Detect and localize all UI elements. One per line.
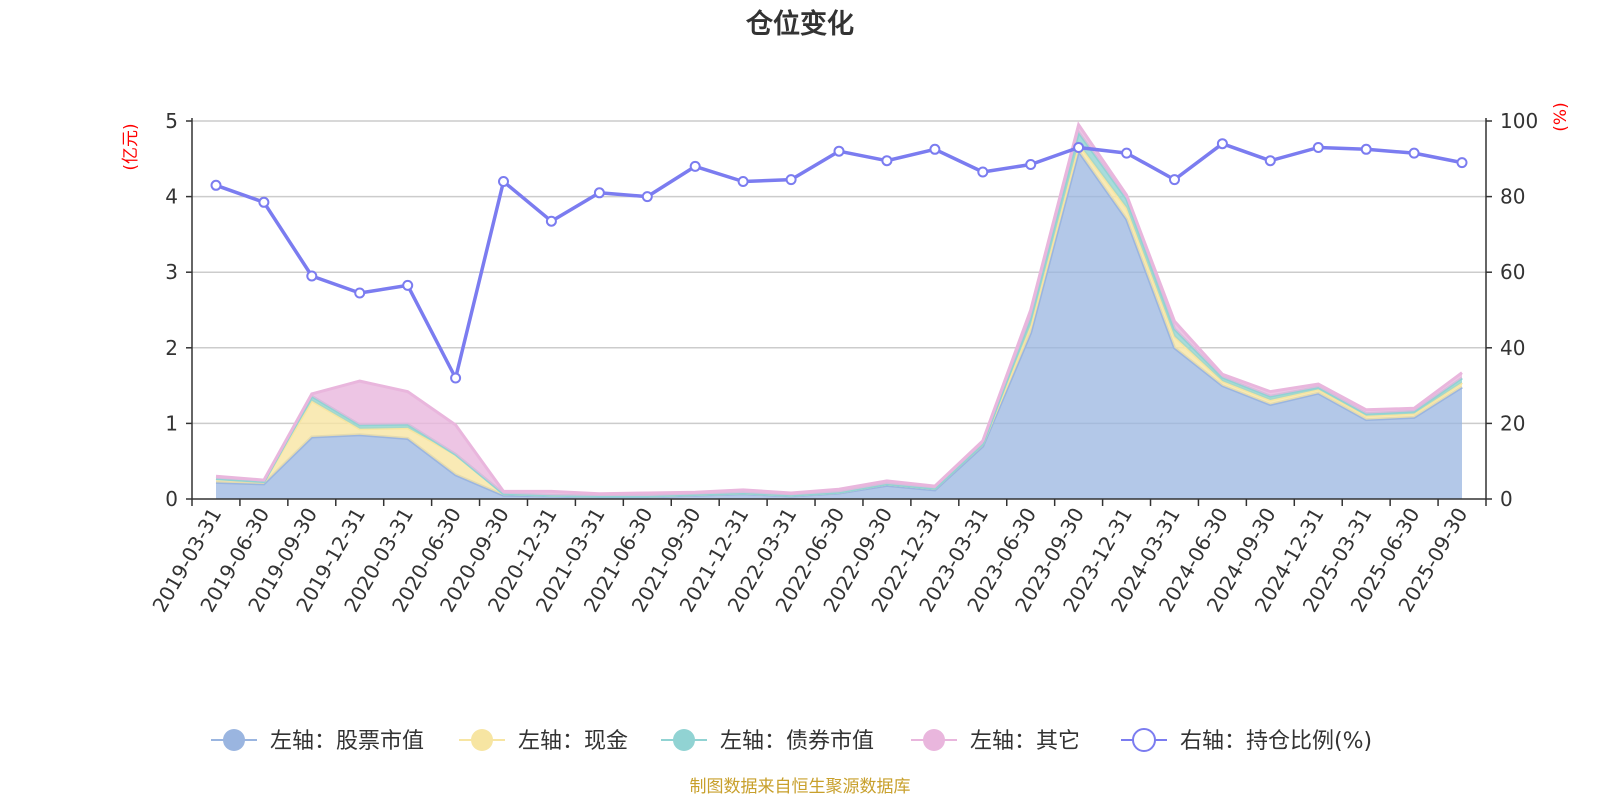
legend-swatch-cash — [471, 729, 493, 751]
legend-swatch-bond — [673, 729, 695, 751]
ratio-point — [258, 196, 270, 208]
legend-swatch-ratio — [1132, 728, 1156, 752]
legend-item-cash[interactable]: 左轴：现金 — [459, 729, 628, 754]
chart-title: 仓位变化 — [745, 8, 854, 40]
left-tick-label: 2 — [165, 336, 178, 360]
legend-item-stock[interactable]: 左轴：股票市值 — [211, 729, 424, 754]
area-0 — [216, 151, 1462, 499]
ratio-point — [881, 155, 893, 167]
ratio-point — [1025, 159, 1037, 170]
ratio-point — [1312, 142, 1324, 153]
left-tick-label: 5 — [165, 109, 178, 133]
left-axis-unit: (亿元) — [121, 123, 141, 170]
right-tick-label: 0 — [1500, 487, 1513, 511]
right-tick-label: 20 — [1500, 411, 1525, 435]
right-tick-label: 40 — [1500, 336, 1525, 360]
ratio-point — [593, 187, 605, 199]
left-tick-label: 4 — [165, 185, 178, 209]
ratio-point — [306, 270, 318, 282]
ratio-point — [641, 191, 653, 203]
ratio-line-path — [215, 141, 1463, 380]
left-tick-label: 1 — [165, 411, 178, 435]
ratio-point — [450, 372, 462, 384]
legend-label-cash: 左轴：现金 — [518, 729, 628, 754]
ratio-point — [1216, 138, 1228, 150]
ratio-point — [402, 279, 414, 291]
right-axis-ticks: 0 20 40 60 80 100 — [1486, 109, 1538, 511]
legend: 左轴：股票市值 左轴：现金 左轴：债券市值 左轴：其它 右轴：持仓比例(%) — [211, 728, 1372, 754]
left-tick-label: 0 — [165, 487, 178, 511]
ratio-point — [1264, 155, 1276, 167]
ratio-point — [929, 143, 941, 155]
legend-item-bond[interactable]: 左轴：债券市值 — [661, 729, 874, 754]
legend-item-other[interactable]: 左轴：其它 — [911, 729, 1080, 754]
x-axis-ticks: 2019-03-312019-06-302019-09-302019-12-31… — [147, 499, 1487, 616]
ratio-point — [1121, 147, 1133, 159]
position-ratio-line — [210, 138, 1468, 384]
ratio-point — [977, 166, 989, 178]
left-axis-ticks: 0 1 2 3 4 5 — [165, 109, 192, 511]
legend-label-other: 左轴：其它 — [970, 729, 1080, 754]
legend-item-ratio[interactable]: 右轴：持仓比例(%) — [1121, 728, 1372, 754]
legend-label-ratio: 右轴：持仓比例(%) — [1180, 729, 1372, 754]
ratio-point — [1360, 143, 1372, 155]
ratio-point — [210, 179, 222, 191]
left-tick-label: 3 — [165, 260, 178, 284]
ratio-point — [1169, 174, 1180, 186]
right-tick-label: 100 — [1500, 109, 1538, 133]
right-tick-label: 60 — [1500, 260, 1525, 284]
grid-lines — [192, 120, 1486, 425]
ratio-point — [1456, 157, 1468, 169]
legend-swatch-stock — [223, 729, 245, 751]
stacked-areas — [215, 121, 1463, 499]
ratio-point — [785, 174, 797, 186]
ratio-point — [1408, 147, 1420, 159]
legend-swatch-other — [923, 729, 945, 751]
ratio-point — [833, 145, 845, 157]
ratio-point — [689, 160, 701, 172]
right-tick-label: 80 — [1500, 185, 1525, 209]
ratio-point — [354, 287, 366, 299]
ratio-point — [498, 176, 509, 187]
axes — [191, 118, 1487, 500]
right-axis-unit: (%) — [1551, 102, 1571, 131]
ratio-point — [737, 176, 749, 187]
ratio-point — [1073, 142, 1085, 153]
data-source-note: 制图数据来自恒生聚源数据库 — [690, 777, 911, 797]
ratio-point — [545, 215, 557, 227]
area-edge-3 — [215, 121, 1463, 496]
legend-label-bond: 左轴：债券市值 — [720, 729, 874, 754]
legend-label-stock: 左轴：股票市值 — [270, 729, 424, 754]
